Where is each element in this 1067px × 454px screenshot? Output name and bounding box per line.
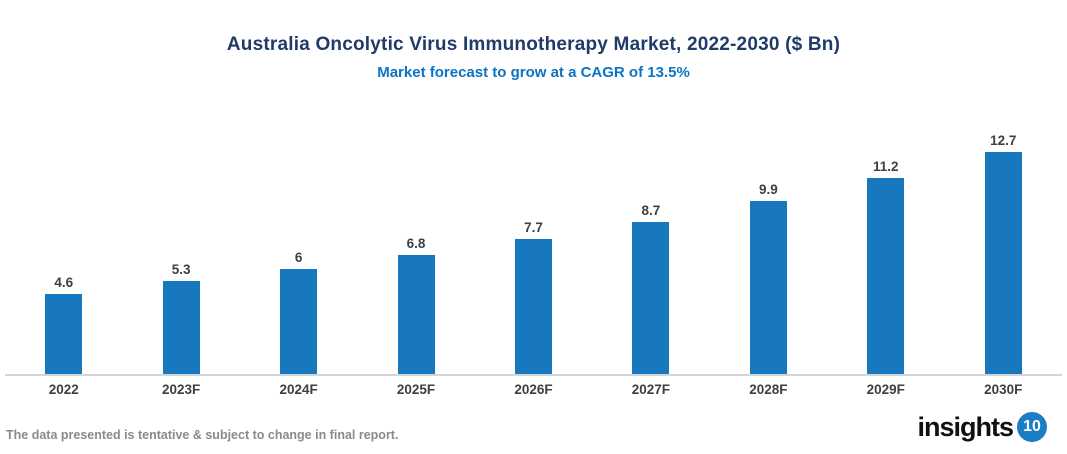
bar-column: 9.9 — [710, 94, 827, 374]
bar-value-label: 7.7 — [524, 220, 543, 236]
bar — [514, 239, 552, 374]
bar-value-label: 9.9 — [758, 181, 778, 197]
bar — [397, 255, 435, 374]
bar-value-label: 5.3 — [171, 262, 191, 278]
bar-column: 5.3 — [122, 94, 239, 374]
x-tick-label: 2025F — [396, 382, 436, 397]
bar-value-label: 11.2 — [873, 159, 899, 174]
x-tick-label: 2030F — [984, 382, 1023, 397]
bar-value-label: 6 — [294, 250, 303, 265]
bar-column: 4.6 — [5, 94, 122, 374]
bar — [45, 293, 83, 374]
bar-value-label: 8.7 — [641, 202, 661, 218]
bar-column: 11.2 — [827, 94, 944, 374]
bar — [162, 281, 200, 374]
x-axis: 2022 2023F 2024F 2025F 2026F 2027F 2028F 2029F 2… — [5, 376, 1062, 397]
bar-value-label: 6.8 — [406, 236, 426, 251]
bar — [749, 200, 787, 374]
disclaimer-text: The data presented is tentative & subjec… — [6, 428, 399, 442]
bar-chart: 4.6 5.3 6 6.8 7.7 8.7 9.9 11.2 12.7 2022 2023F 202… — [5, 94, 1062, 397]
bar-column: 6.8 — [357, 94, 474, 374]
x-tick-label: 2027F — [631, 382, 671, 397]
bar-column: 6 — [240, 94, 357, 374]
x-tick-label: 2029F — [866, 382, 905, 397]
bar-value-label: 12.7 — [990, 132, 1017, 148]
bar — [984, 151, 1022, 374]
bar-column: 12.7 — [945, 94, 1062, 374]
chart-title: Australia Oncolytic Virus Immunotherapy … — [226, 34, 841, 55]
bar — [280, 269, 318, 374]
logo-badge: 10 — [1017, 412, 1047, 442]
bar-value-label: 4.6 — [54, 274, 74, 290]
bar-column: 7.7 — [475, 94, 592, 374]
x-tick-label: 2022 — [48, 382, 79, 397]
chart-header: Australia Oncolytic Virus Immunotherapy … — [0, 34, 1067, 81]
chart-subtitle: Market forecast to grow at a CAGR of 13.… — [377, 64, 690, 81]
x-tick-label: 2028F — [749, 382, 788, 397]
bar — [867, 178, 905, 374]
plot-area: 4.6 5.3 6 6.8 7.7 8.7 9.9 11.2 12.7 — [5, 94, 1062, 376]
logo-text: insights — [917, 411, 1014, 442]
x-tick-label: 2023F — [162, 382, 201, 397]
bar — [632, 221, 670, 374]
x-tick-label: 2024F — [279, 382, 318, 397]
bar-column: 8.7 — [592, 94, 709, 374]
x-tick-label: 2026F — [514, 382, 553, 397]
insights10-logo: insights 10 — [917, 412, 1047, 442]
